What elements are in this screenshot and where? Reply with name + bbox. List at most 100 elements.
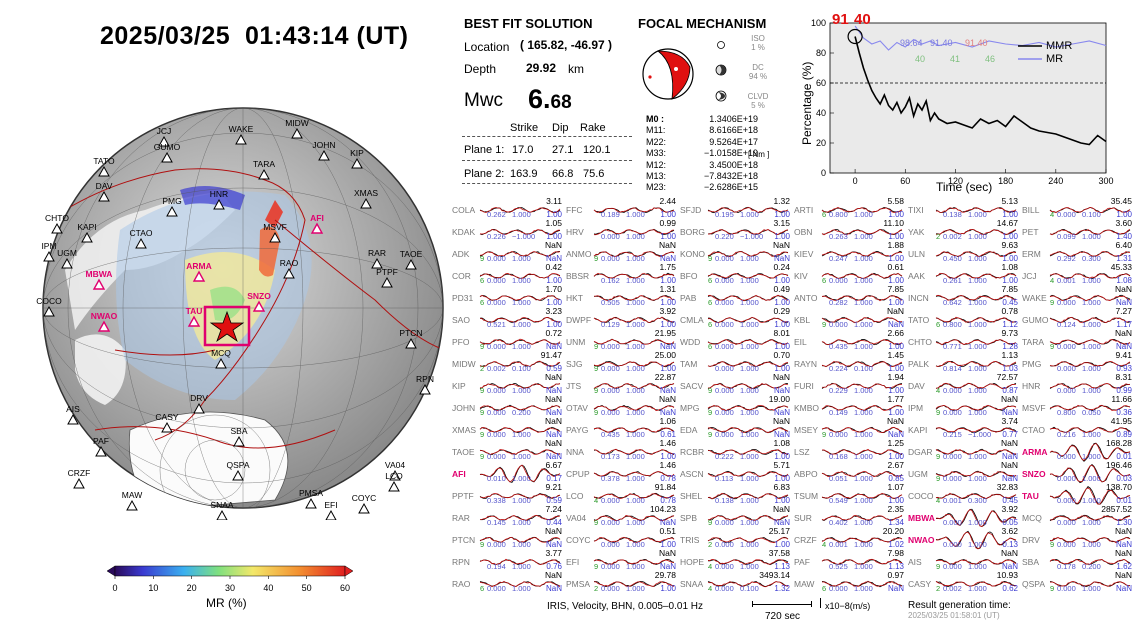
synthetic-waveform	[1049, 273, 1131, 280]
trace-weight: 1.000	[854, 408, 873, 417]
trace-mr: 1.00	[660, 210, 676, 219]
x-tick: 180	[998, 176, 1013, 186]
peak-label-b: 40	[854, 11, 871, 28]
trace-var: 0.000	[1057, 210, 1076, 219]
trace-hkt: HKT 1.31 0.505 1.000 1.00	[566, 284, 677, 307]
moment-key: M23:	[646, 182, 667, 193]
trace-mr: 1.00	[888, 342, 904, 351]
trace-amplitude: 25.17	[769, 526, 791, 536]
station-name: UGM	[908, 469, 928, 479]
station-name: ASCN	[680, 469, 704, 479]
colorbar-tick: 30	[225, 583, 235, 593]
station-maw: MAW	[122, 490, 142, 511]
station-rpn: RPN	[416, 374, 434, 395]
trace-amplitude: 7.85	[1001, 284, 1018, 294]
synthetic-waveform	[1049, 404, 1131, 411]
station-name: MSEY	[794, 425, 818, 435]
trace-amplitude: 3.92	[1001, 504, 1018, 514]
trace-weight: 1.000	[740, 496, 759, 505]
synthetic-waveform	[821, 448, 903, 456]
station-name: SBA	[1022, 557, 1039, 567]
station-name: TAM	[680, 359, 697, 369]
station-name: TAOE	[452, 447, 475, 457]
trace-weight: 1.000	[626, 496, 645, 505]
trace-palk: PALK 1.13 0.814 1.000 1.03	[908, 350, 1019, 373]
trace-amplitude: 0.78	[1001, 306, 1018, 316]
moment-value: 3.4500E+18	[709, 159, 758, 170]
trace-shift: 9	[594, 254, 598, 263]
trace-weight: 1.000	[854, 232, 873, 241]
trace-var: 0.000	[943, 386, 962, 395]
trace-var: 0.261	[943, 276, 962, 285]
synthetic-waveform	[593, 338, 675, 345]
plane1-rake: 120.1	[583, 144, 611, 156]
trace-weight: −1.000	[740, 232, 763, 241]
trace-ais: AIS NaN 9 0.000 1.000 NaN	[908, 548, 1018, 571]
trace-var: 0.000	[715, 562, 734, 571]
trace-mr: 1.40	[1116, 232, 1132, 241]
trace-var: 0.000	[943, 474, 962, 483]
result-generation-label: Result generation time:	[908, 600, 1011, 611]
station-label: RAR	[368, 248, 386, 258]
synthetic-waveform	[1049, 251, 1131, 257]
trace-shift: 6	[480, 298, 484, 307]
synthetic-waveform	[821, 581, 903, 587]
trace-shift: 6	[936, 320, 940, 329]
trace-var: 0.000	[715, 364, 734, 373]
trace-qspa: QSPA NaN 9 0.000 1.000 NaN	[1022, 570, 1132, 593]
station-label: QSPA	[227, 460, 250, 470]
trace-weight: 1.000	[854, 518, 873, 527]
trace-amplitude: 37.58	[769, 548, 791, 558]
station-name: TIXI	[908, 205, 924, 215]
station-rao: RAO	[280, 258, 299, 279]
trace-mr: NaN	[774, 386, 790, 395]
station-label: DRV	[190, 393, 208, 403]
trace-amplitude: 5.13	[1001, 196, 1018, 206]
trace-mr: NaN	[660, 408, 676, 417]
station-name: COLA	[452, 205, 475, 215]
trace-weight: 1.000	[854, 496, 873, 505]
station-name: JOHN	[452, 403, 475, 413]
trace-weight: 1.000	[968, 474, 987, 483]
colorbar-tick: 0	[112, 583, 117, 593]
trace-amplitude: 5.71	[773, 460, 790, 470]
trace-shift: 9	[594, 364, 598, 373]
series-mr	[854, 25, 1107, 51]
trace-amplitude: NaN	[659, 394, 676, 404]
station-label: WAKE	[229, 124, 254, 134]
trace-var: 0.000	[1057, 474, 1076, 483]
trace-mr: 1.00	[660, 364, 676, 373]
trace-var: 0.800	[943, 320, 962, 329]
trace-weight: 1.000	[626, 474, 645, 483]
trace-amplitude: 104.23	[650, 504, 676, 514]
trace-amplitude: 1.94	[887, 372, 904, 382]
trace-amplitude: 1.88	[887, 240, 904, 250]
trace-amplitude: NaN	[545, 570, 562, 580]
trace-sba: SBA NaN 0.178 0.200 1.62	[1022, 548, 1133, 571]
synthetic-waveform	[821, 272, 903, 279]
trace-weight: 1.000	[512, 210, 531, 219]
component-icons	[715, 41, 727, 102]
trace-mr: NaN	[546, 386, 562, 395]
iso-icon	[717, 41, 725, 49]
colorbar-tick: 50	[302, 583, 312, 593]
synthetic-waveform	[593, 251, 675, 258]
trace-weight: 1.000	[968, 254, 987, 263]
station-name: HKT	[566, 293, 583, 303]
trace-shift: 9	[594, 518, 598, 527]
x-axis-label: Time (sec)	[936, 180, 992, 194]
trace-weight: 0.050	[1082, 408, 1101, 417]
x-tick: 240	[1048, 176, 1063, 186]
station-qspa: QSPA	[227, 460, 250, 481]
strike-header: Strike	[510, 122, 539, 134]
trace-weight: 1.000	[1082, 474, 1101, 483]
station-label: UGM	[57, 248, 77, 258]
trace-amplitude: 22.87	[655, 372, 677, 382]
depth-value: 29.92	[526, 61, 557, 75]
station-name: MBWA	[908, 513, 935, 523]
station-label: VA04	[385, 460, 405, 470]
trace-amplitude: 0.42	[545, 262, 562, 272]
trace-kiv: KIV 0.61 6 0.000 1.000 1.00	[794, 262, 905, 285]
trace-var: 0.521	[487, 320, 506, 329]
trace-mr: NaN	[1116, 540, 1132, 549]
